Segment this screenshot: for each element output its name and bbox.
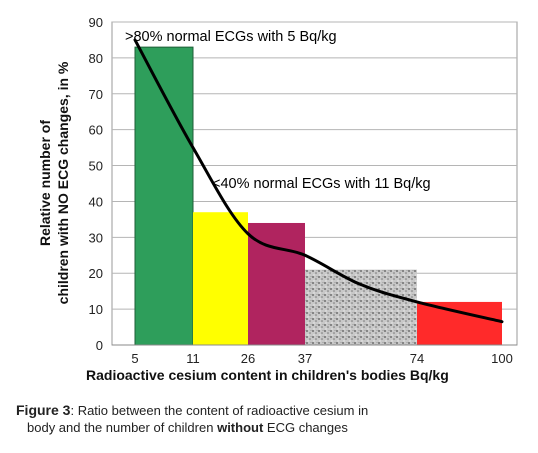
y-tick-label: 20 <box>89 266 103 281</box>
caption-text-part1: : Ratio between the content of radioacti… <box>70 403 369 418</box>
caption-figure-label: Figure 3 <box>16 402 71 418</box>
x-axis-title: Radioactive cesium content in children's… <box>86 367 449 383</box>
bar-26 <box>248 222 305 345</box>
figure-caption: Figure 3: Ratio between the content of r… <box>16 402 526 436</box>
annotation-80-percent: >80% normal ECGs with 5 Bq/kg <box>125 29 337 45</box>
y-tick-label: 50 <box>89 159 103 174</box>
trend-curve <box>133 38 504 324</box>
bar-37 <box>305 269 417 345</box>
bar-74 <box>417 301 502 345</box>
y-tick-label: 10 <box>89 302 103 317</box>
bar-11 <box>193 212 248 345</box>
x-tick-labels: 5 11 26 37 74 100 <box>131 351 512 366</box>
y-tick-labels: 0 10 20 30 40 50 60 70 80 90 <box>89 15 103 353</box>
y-tick-label: 90 <box>89 15 103 30</box>
x-tick-label: 74 <box>410 351 424 366</box>
x-tick-label: 26 <box>241 351 255 366</box>
y-tick-label: 80 <box>89 51 103 66</box>
y-tick-label: 0 <box>96 338 103 353</box>
y-tick-label: 30 <box>89 230 103 245</box>
x-tick-label: 37 <box>298 351 312 366</box>
y-axis-title-line1: Relative number of <box>37 120 53 246</box>
trend-curve-path <box>133 38 504 324</box>
y-axis-title-line2: children with NO ECG changes, in % <box>55 61 71 304</box>
caption-text-part2: body and the number of children <box>27 420 218 435</box>
y-tick-label: 70 <box>89 87 103 102</box>
bars <box>112 46 517 346</box>
caption-text-part3: ECG changes <box>263 420 348 435</box>
y-tick-label: 40 <box>89 194 103 209</box>
y-tick-label: 60 <box>89 123 103 138</box>
x-tick-label: 100 <box>491 351 513 366</box>
chart-svg: 0 10 20 30 40 50 60 70 80 90 5 11 26 37 74 100 Relativ… <box>37 15 518 383</box>
caption-text-bold: without <box>217 420 264 435</box>
x-tick-label: 11 <box>186 351 200 366</box>
annotation-40-percent: <40% normal ECGs with 11 Bq/kg <box>212 176 431 192</box>
x-tick-label: 5 <box>131 351 138 366</box>
chart: 0 10 20 30 40 50 60 70 80 90 5 11 26 37 74 100 Relativ… <box>37 15 518 383</box>
